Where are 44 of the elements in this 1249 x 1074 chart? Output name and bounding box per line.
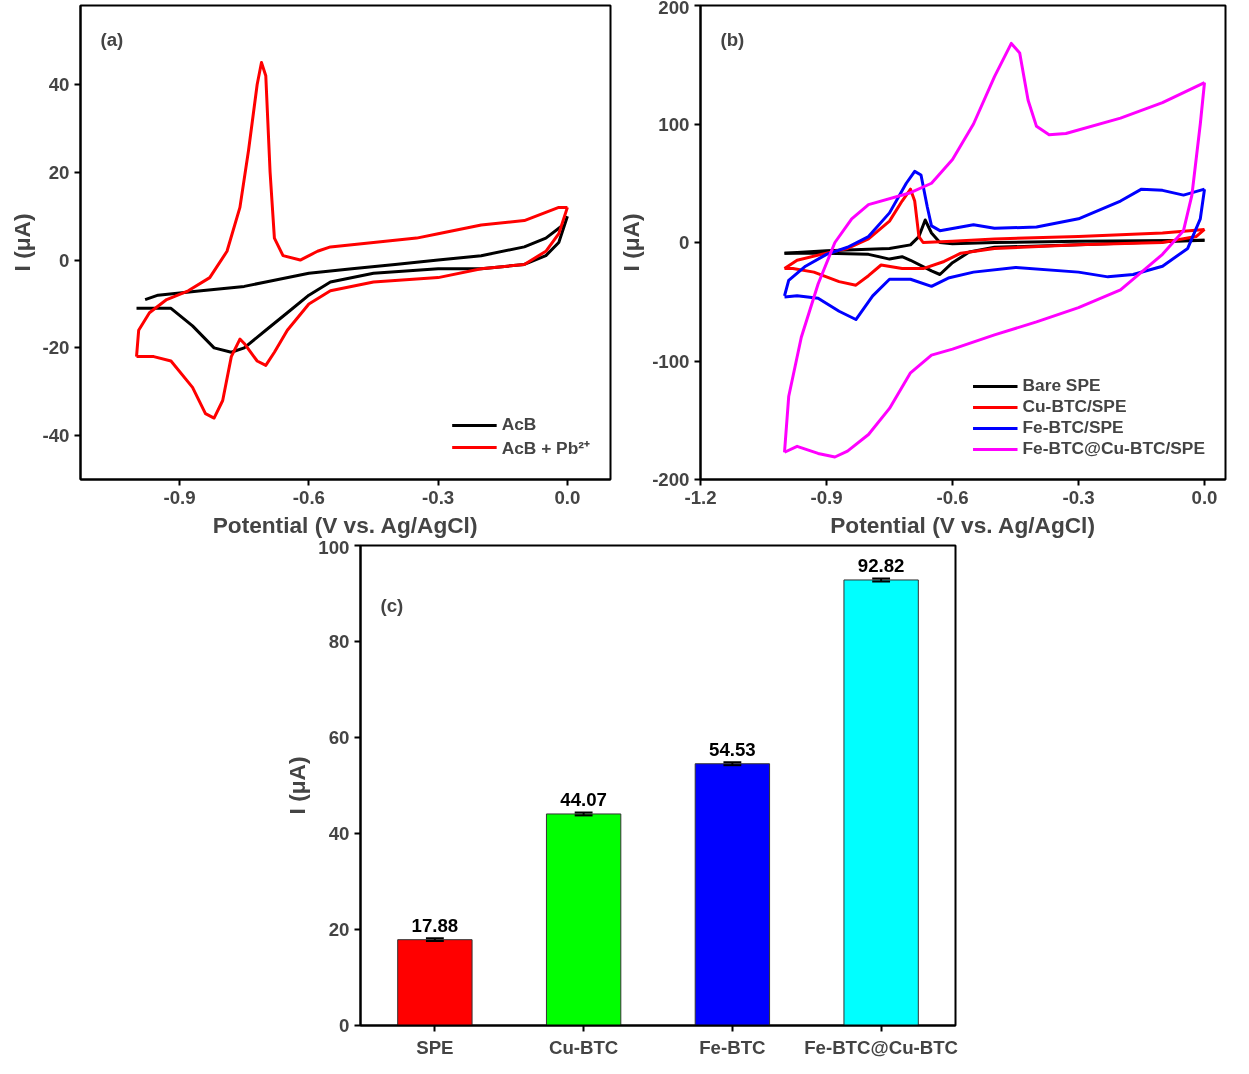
y-tick-label: -40: [42, 425, 70, 447]
annotation: (b): [720, 28, 745, 50]
y-tick-label: 40: [48, 74, 70, 95]
x-axis-title: Potential (V vs. Ag/AgCl): [212, 511, 478, 538]
y-tick-label: 60: [328, 727, 350, 748]
y-tick-label: 0: [679, 232, 690, 253]
y-tick-label: 80: [328, 631, 350, 652]
y-tick-label: 200: [658, 0, 690, 18]
y-tick-label: 40: [328, 823, 350, 844]
x-axis-title: Potential (V vs. Ag/AgCl): [830, 511, 1095, 538]
data-label: 44.07: [560, 788, 607, 810]
legend-label: Bare SPE: [1022, 375, 1101, 396]
y-tick-label: -20: [42, 337, 70, 359]
data-label: 92.82: [857, 554, 905, 576]
y-axis-title: I (μA): [8, 213, 35, 272]
annotation: (c): [380, 594, 404, 616]
x-tick-label: -0.3: [1062, 486, 1095, 508]
x-tick-label: Fe-BTC@Cu-BTC: [804, 1036, 959, 1058]
data-label: 54.53: [709, 738, 756, 760]
x-tick-label: Cu-BTC: [548, 1036, 619, 1058]
legend-label: AcB: [501, 414, 537, 435]
y-tick-label: 20: [328, 919, 350, 940]
x-tick-label: 0.0: [1191, 486, 1218, 508]
legend-label: Cu-BTC/SPE: [1022, 396, 1127, 417]
y-tick-label: -100: [652, 350, 690, 372]
legend-label: Fe-BTC@Cu-BTC/SPE: [1022, 438, 1205, 459]
legend-label: AcB + Pb²⁺: [501, 437, 590, 459]
annotation: (a): [100, 28, 124, 50]
y-tick-label: 100: [658, 113, 690, 135]
legend-label: Fe-BTC/SPE: [1022, 417, 1124, 438]
x-tick-label: -0.9: [810, 486, 843, 508]
x-tick-label: SPE: [416, 1036, 454, 1058]
x-tick-label: Fe-BTC: [699, 1036, 766, 1058]
x-tick-label: -0.9: [163, 486, 196, 508]
y-tick-label: 20: [48, 161, 70, 183]
y-tick-label: 0: [59, 249, 70, 271]
data-label: 17.88: [411, 914, 459, 936]
y-axis-title: I (μA): [618, 213, 645, 272]
x-tick-label: -0.3: [422, 486, 455, 508]
y-axis-title: I (μA): [284, 756, 311, 815]
x-tick-label: -0.6: [292, 486, 325, 508]
x-tick-label: -0.6: [936, 486, 969, 508]
y-tick-label: 0: [339, 1015, 350, 1036]
x-tick-label: 0.0: [554, 486, 581, 508]
